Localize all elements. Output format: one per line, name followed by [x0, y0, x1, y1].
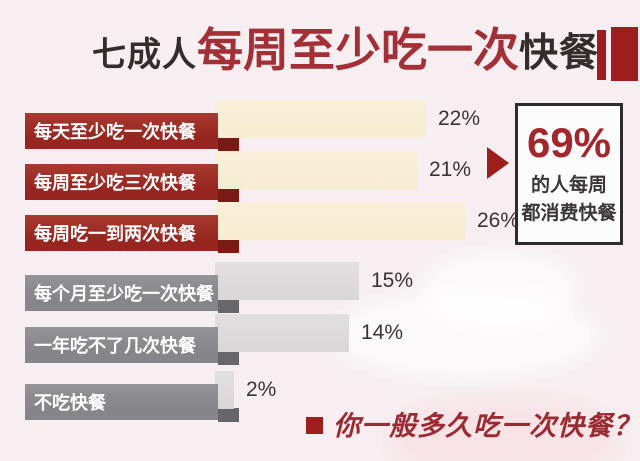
title-part-dark2: 快餐	[519, 32, 600, 75]
category-label: 一年吃不了几次快餐	[25, 327, 218, 363]
value-label: 21%	[429, 158, 472, 181]
label-fold-shadow	[218, 188, 239, 202]
bar-segment	[215, 371, 234, 409]
chart-row: 一年吃不了几次快餐 14%	[0, 314, 640, 366]
bar-segment	[215, 100, 426, 138]
chart-row: 每周吃一到两次快餐 26%	[0, 202, 640, 254]
label-fold-shadow	[218, 299, 239, 313]
value-label: 2%	[246, 378, 277, 401]
label-fold-shadow	[218, 137, 239, 151]
value-label: 15%	[371, 269, 414, 292]
category-label: 每周至少吃三次快餐	[25, 164, 218, 200]
label-fold-shadow	[218, 239, 239, 253]
title-accent-bar-wide	[611, 27, 638, 81]
survey-question: 你一般多久吃一次快餐？	[306, 404, 640, 443]
highlight-caption-line1: 的人每周	[530, 175, 607, 197]
category-label: 每天至少吃一次快餐	[25, 113, 218, 149]
title-accent-bar-thin	[597, 30, 606, 80]
label-fold-shadow	[218, 351, 239, 365]
chart-row: 每天至少吃一次快餐 22%	[0, 100, 640, 152]
highlight-value: 69%	[526, 119, 612, 166]
bar-segment	[215, 262, 359, 300]
chart-row: 每个月至少吃一次快餐 15%	[0, 262, 640, 314]
value-label: 26%	[477, 209, 520, 232]
arrow-right-icon	[487, 147, 509, 179]
page-title: 七成人 每周至少吃一次 快餐	[92, 24, 599, 80]
category-label: 不吃快餐	[25, 384, 218, 420]
chart-row: 每周至少吃三次快餐 21%	[0, 151, 640, 203]
value-label: 14%	[361, 321, 404, 344]
highlight-caption-line2: 都消费快餐	[521, 202, 617, 224]
value-label: 22%	[438, 107, 481, 130]
title-part-red: 每周至少吃一次	[197, 24, 519, 76]
bullet-square-icon	[306, 416, 323, 434]
label-fold-shadow	[218, 408, 239, 422]
highlight-box: 69% 的人每周 都消费快餐	[515, 103, 623, 245]
title-part-dark: 七成人	[92, 36, 197, 74]
category-label: 每个月至少吃一次快餐	[25, 275, 218, 311]
category-label: 每周吃一到两次快餐	[25, 215, 218, 251]
bar-segment	[215, 202, 465, 240]
chart-row: 不吃快餐 2%	[0, 371, 640, 423]
bar-segment	[215, 314, 349, 352]
survey-question-text: 你一般多久吃一次快餐？	[333, 411, 640, 441]
bar-segment	[215, 151, 417, 189]
